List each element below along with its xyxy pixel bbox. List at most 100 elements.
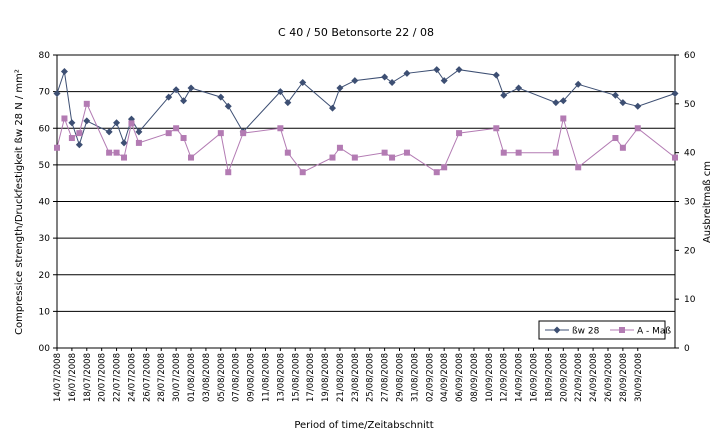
data-point-amass — [433, 169, 440, 176]
x-tick-label: 14/07/2008 — [53, 353, 63, 402]
data-point-amass — [188, 154, 195, 161]
data-point-bw28 — [455, 66, 463, 74]
data-point-amass — [61, 115, 68, 122]
y-tick-label: 60 — [39, 124, 51, 134]
data-point-bw28 — [634, 102, 642, 110]
data-point-bw28 — [120, 139, 128, 147]
series-layer — [53, 66, 679, 176]
x-tick-label: 20/09/2008 — [559, 353, 569, 402]
x-tick-label: 30/09/2008 — [634, 353, 644, 402]
data-point-bw28 — [433, 66, 441, 74]
data-point-amass — [284, 149, 291, 156]
y2-tick-label: 40 — [684, 149, 696, 159]
data-point-bw28 — [388, 78, 396, 86]
x-tick-label: 03/08/2008 — [202, 353, 212, 402]
data-point-bw28 — [276, 88, 284, 96]
data-point-bw28 — [403, 69, 411, 77]
data-point-amass — [552, 149, 559, 156]
x-tick-label: 19/08/2008 — [321, 353, 331, 402]
legend-label-bw28: ßw 28 — [572, 327, 600, 337]
data-point-bw28 — [440, 77, 448, 85]
x-tick-label: 30/07/2008 — [172, 353, 182, 402]
data-point-amass — [68, 135, 75, 142]
data-point-bw28 — [60, 67, 68, 75]
data-point-bw28 — [53, 89, 61, 97]
x-tick-label: 28/09/2008 — [619, 353, 629, 402]
data-point-bw28 — [328, 104, 336, 112]
x-tick-label: 26/07/2008 — [142, 353, 152, 402]
data-point-amass — [299, 169, 306, 176]
x-tick-label: 05/08/2008 — [217, 353, 227, 402]
data-point-amass — [515, 149, 522, 156]
x-tick-label: 24/07/2008 — [127, 353, 137, 402]
y2-tick-label: 10 — [684, 295, 696, 305]
data-point-bw28 — [187, 84, 195, 92]
data-point-bw28 — [68, 119, 76, 127]
data-point-bw28 — [381, 73, 389, 81]
data-point-amass — [165, 130, 172, 137]
data-point-amass — [180, 135, 187, 142]
legend: ßw 28 A - Maß — [538, 320, 671, 340]
x-tick-label: 07/08/2008 — [232, 353, 242, 402]
y-tick-label: 00 — [39, 344, 51, 354]
x-tick-label: 22/07/2008 — [113, 353, 123, 402]
legend-marker-bw28 — [553, 326, 561, 334]
data-point-bw28 — [165, 93, 173, 101]
y2-tick-label: 20 — [684, 246, 696, 256]
data-point-amass — [173, 125, 180, 132]
y2-tick-label: 30 — [684, 198, 696, 208]
data-point-bw28 — [336, 84, 344, 92]
x-tick-label: 08/09/2008 — [470, 353, 480, 402]
legend-box — [538, 320, 666, 340]
x-tick-label: 24/09/2008 — [589, 353, 599, 402]
data-point-amass — [336, 144, 343, 151]
data-point-amass — [329, 154, 336, 161]
x-axis-ticks: 14/07/2008 16/07/2008 18/07/2008 20/07/2008… — [53, 348, 644, 402]
data-point-bw28 — [559, 97, 567, 105]
data-point-amass — [121, 154, 128, 161]
x-tick-label: 29/08/2008 — [396, 353, 406, 402]
data-point-amass — [612, 135, 619, 142]
x-axis-label: Period of time/Zeitabschnitt — [294, 420, 433, 431]
data-point-amass — [672, 154, 678, 161]
data-point-amass — [441, 164, 448, 171]
x-tick-label: 23/08/2008 — [351, 353, 361, 402]
y2-tick-label: 50 — [684, 100, 696, 110]
y-axis-right-label: Ausbreitmaß cm — [702, 161, 713, 243]
y-tick-label: 40 — [39, 198, 51, 208]
data-point-bw28 — [75, 141, 83, 149]
data-point-amass — [113, 149, 120, 156]
data-point-bw28 — [611, 91, 619, 99]
x-tick-label: 15/08/2008 — [291, 353, 301, 402]
y2-tick-label: 60 — [684, 51, 696, 61]
x-tick-label: 14/09/2008 — [515, 353, 525, 402]
legend-marker-amass — [619, 327, 625, 333]
x-tick-label: 27/08/2008 — [381, 353, 391, 402]
data-point-bw28 — [671, 89, 679, 97]
data-point-amass — [277, 125, 284, 132]
x-tick-label: 16/07/2008 — [68, 353, 78, 402]
x-tick-label: 11/08/2008 — [261, 353, 271, 402]
x-tick-label: 13/08/2008 — [276, 353, 286, 402]
data-point-bw28 — [515, 84, 523, 92]
data-point-bw28 — [492, 71, 500, 79]
data-point-bw28 — [113, 119, 121, 127]
x-tick-label: 04/09/2008 — [440, 353, 450, 402]
data-point-bw28 — [500, 91, 508, 99]
x-tick-label: 21/08/2008 — [336, 353, 346, 402]
data-point-amass — [403, 149, 410, 156]
y-tick-label: 70 — [39, 88, 51, 98]
data-point-bw28 — [217, 93, 225, 101]
x-tick-label: 18/07/2008 — [83, 353, 93, 402]
data-point-bw28 — [135, 128, 143, 136]
legend-label-amass: A - Maß — [637, 327, 671, 337]
series-line-bw28 — [56, 69, 676, 147]
data-point-amass — [83, 100, 90, 107]
data-point-amass — [217, 130, 224, 137]
data-point-amass — [76, 130, 83, 137]
x-tick-label: 06/09/2008 — [455, 353, 465, 402]
data-point-bw28 — [105, 128, 113, 136]
x-tick-label: 16/09/2008 — [530, 353, 540, 402]
x-tick-label: 20/07/2008 — [98, 353, 108, 402]
